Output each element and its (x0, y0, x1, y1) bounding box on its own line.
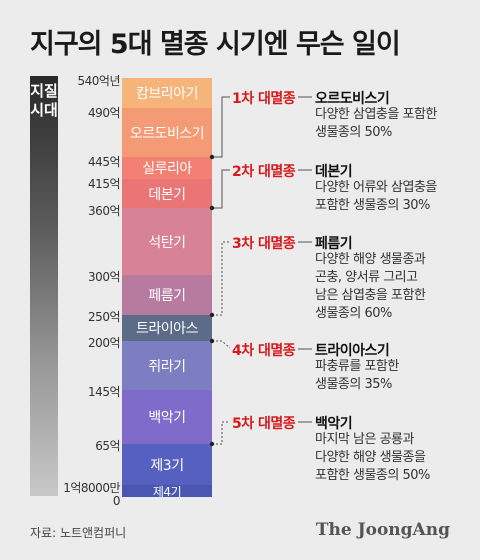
extinction-1-label: 1차 대멸종 (232, 91, 296, 107)
period-triassic: 트라이아스 (122, 315, 212, 341)
tick-415: 415억 (88, 177, 120, 191)
extinction-5-desc: 마지막 남은 공룡과 다양한 해양 생물종을 포함한 생물종의 50% (315, 431, 430, 485)
extinction-2-desc: 다양한 어류와 삼엽충을 포함한 생물종의 30% (315, 179, 437, 215)
period-tertiary: 제3기 (122, 444, 212, 485)
extinction-3-period: 페름기 (315, 236, 353, 252)
extinction-2-period: 데본기 (315, 164, 353, 180)
publisher-logo: The JoongAng (315, 520, 450, 540)
extinction-1-desc: 다양한 삼엽충을 포함한 생물종의 50% (315, 106, 437, 142)
tick-0: 0 (112, 494, 121, 508)
period-cretaceous: 백악기 (122, 390, 212, 444)
extinction-5-desc-line: 포함한 생물종의 50% (315, 468, 430, 483)
connector-2 (212, 169, 230, 209)
extinction-4-desc-line: 파충류를 포함한 (315, 359, 399, 374)
connector-5 (212, 421, 230, 445)
connector-1 (212, 96, 230, 158)
extinction-1-desc-line: 다양한 삼엽충을 포함한 (315, 107, 437, 122)
page-title: 지구의 5대 멸종 시기엔 무슨 일이 (30, 29, 401, 60)
period-cambrian: 캄브리아기 (122, 78, 212, 108)
period-devonian: 데본기 (122, 179, 212, 208)
extinction-1-desc-line: 생물종의 50% (315, 125, 392, 140)
extinction-3-label: 3차 대멸종 (232, 236, 296, 252)
connector-dot-5 (209, 441, 215, 447)
tick-540: 540억년 (77, 74, 121, 88)
connector-dot-2 (209, 205, 215, 211)
extinction-2-desc-line: 다양한 어류와 삼엽충을 (315, 180, 437, 195)
connector-dot-1 (209, 154, 215, 160)
extinction-4-desc-line: 생물종의 35% (315, 377, 392, 392)
tick-360: 360억 (88, 204, 120, 218)
period-silurian: 실루리아 (122, 157, 212, 179)
extinction-5-desc-line: 마지막 남은 공룡과 (315, 432, 414, 447)
tick-1800man: 1억8000만 (63, 481, 120, 495)
connector-dot-4 (209, 338, 215, 344)
tick-145: 145억 (88, 385, 120, 399)
extinction-4-desc: 파충류를 포함한 생물종의 35% (315, 358, 399, 394)
tick-250: 250억 (88, 310, 120, 324)
period-ordovician: 오르도비스기 (122, 108, 212, 157)
extinction-4-period: 트라이아스기 (315, 343, 390, 359)
tick-445: 445억 (88, 155, 120, 169)
extinction-5-label: 5차 대멸종 (232, 416, 296, 432)
tick-490: 490억 (88, 106, 120, 120)
extinction-4-label: 4차 대멸종 (232, 343, 296, 359)
period-quaternary: 제4기 (122, 485, 212, 499)
period-jurassic: 쥐라기 (122, 341, 212, 390)
extinction-2-label: 2차 대멸종 (232, 164, 296, 180)
extinction-5-desc-line: 다양한 해양 생물종을 (315, 450, 426, 465)
geologic-era-label: 지질시대 (30, 82, 58, 119)
extinction-3-desc: 다양한 해양 생물종과 곤충, 양서류 그리고 남은 삼엽충을 포함한 생물종의… (315, 251, 426, 323)
timeline-gradient-bar (30, 76, 58, 496)
tick-65: 65억 (95, 439, 120, 453)
tick-300: 300억 (88, 270, 120, 284)
tick-200: 200억 (88, 336, 120, 350)
extinction-3-desc-line: 곤충, 양서류 그리고 (315, 270, 418, 285)
extinction-2-desc-line: 포함한 생물종의 30% (315, 198, 430, 213)
period-permian: 페름기 (122, 275, 212, 315)
connector-dot-3 (209, 312, 215, 318)
extinction-1-period: 오르도비스기 (315, 91, 390, 107)
extinction-3-desc-line: 생물종의 60% (315, 306, 392, 321)
extinction-5-period: 백악기 (315, 416, 353, 432)
extinction-3-desc-line: 다양한 해양 생물종과 (315, 252, 426, 267)
connector-4 (212, 340, 231, 349)
extinction-3-desc-line: 남은 삼엽충을 포함한 (315, 288, 426, 303)
period-carboniferous: 석탄기 (122, 208, 212, 275)
source-credit: 자료: 노트앤컴퍼니 (30, 526, 127, 540)
connector-3 (212, 241, 230, 316)
